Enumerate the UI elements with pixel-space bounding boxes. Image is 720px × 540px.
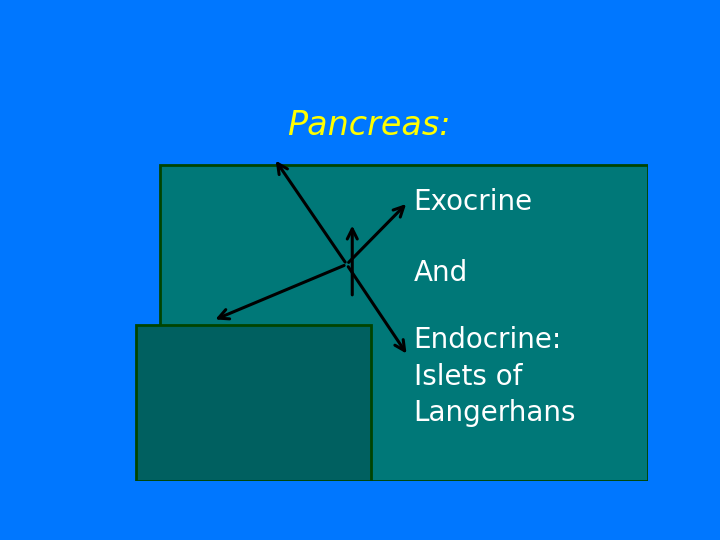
Bar xyxy=(136,325,371,481)
Bar xyxy=(160,165,648,481)
Text: And: And xyxy=(413,259,468,287)
Text: Endocrine:
Islets of
Langerhans: Endocrine: Islets of Langerhans xyxy=(413,326,576,428)
Text: Exocrine: Exocrine xyxy=(413,188,533,216)
Text: Pancreas:: Pancreas: xyxy=(287,109,451,141)
